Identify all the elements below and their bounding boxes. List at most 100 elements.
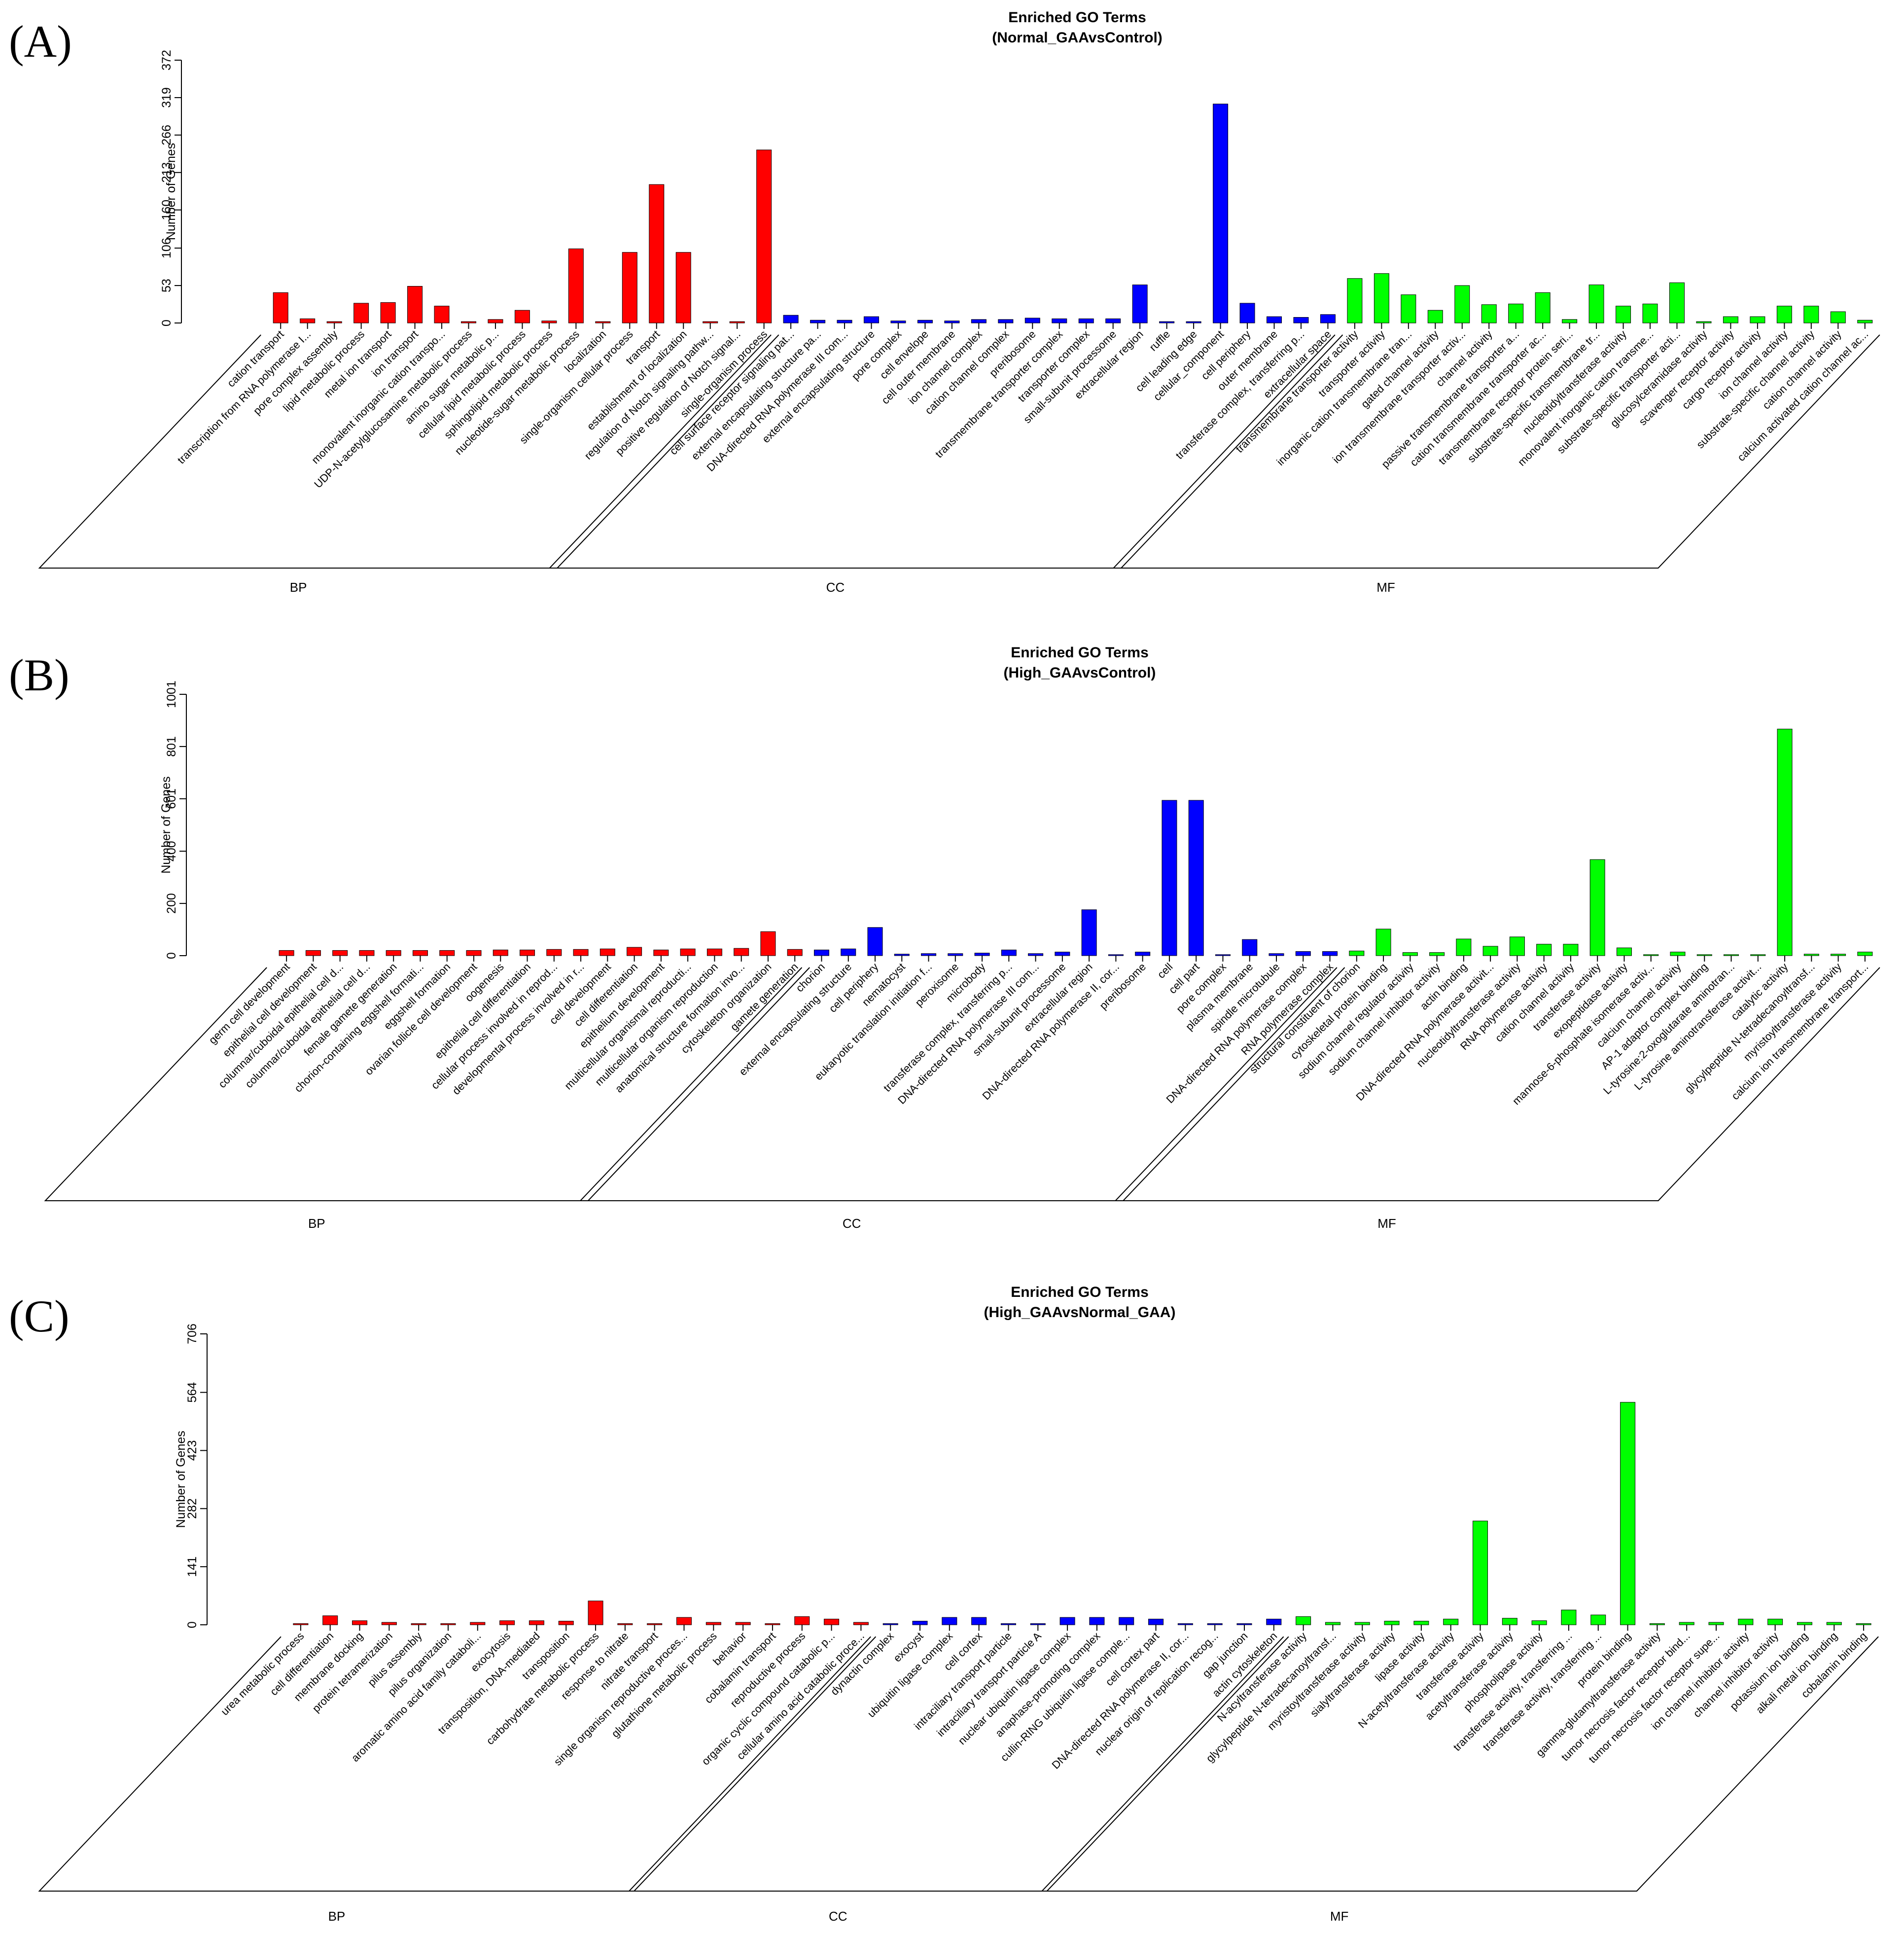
bar-bp <box>386 950 401 956</box>
bar-mf <box>1708 1622 1724 1625</box>
y-tick-label: 282 <box>185 1498 199 1519</box>
bar-cc <box>971 1617 987 1625</box>
bar-bp <box>529 1620 544 1625</box>
y-tick-label: 0 <box>160 320 174 326</box>
bar-cc <box>1269 953 1284 956</box>
bar-mf <box>1803 954 1819 956</box>
group-label-bp: BP <box>328 1909 346 1924</box>
group-label-mf: MF <box>1376 580 1395 595</box>
bar-cc <box>894 954 910 956</box>
bar-cc <box>921 953 937 956</box>
bar-bp <box>824 1618 840 1625</box>
bar-bp <box>439 950 455 956</box>
bar-cc <box>1148 1618 1164 1625</box>
bar-cc <box>1322 951 1338 956</box>
bar-bp <box>359 950 375 956</box>
bar-mf <box>1482 946 1498 956</box>
bar-mf <box>1776 306 1792 323</box>
bar-mf <box>1562 319 1578 323</box>
bar-bp <box>653 949 669 956</box>
bar-cc <box>1242 939 1258 956</box>
bar-cc <box>1119 1617 1134 1625</box>
bar-cc <box>1052 318 1067 323</box>
y-tick-label: 141 <box>185 1556 199 1577</box>
bar-cc <box>841 948 856 956</box>
y-tick-label: 53 <box>160 279 174 292</box>
bar-mf <box>1454 285 1470 323</box>
bar-cc <box>813 949 829 956</box>
bar-bp <box>647 1623 663 1625</box>
bar-mf <box>1589 859 1605 956</box>
bar-cc <box>944 321 960 323</box>
bar-cc <box>1001 949 1017 956</box>
bar-cc <box>867 927 883 956</box>
group-label-bp: BP <box>290 580 307 595</box>
bar-cc <box>1213 104 1229 323</box>
bar-bp <box>293 1623 309 1625</box>
bar-bp <box>568 249 584 323</box>
bar-bp <box>599 948 615 956</box>
bar-mf <box>1669 282 1685 323</box>
bar-bp <box>514 310 530 323</box>
bar-mf <box>1738 1618 1754 1625</box>
bar-cc <box>890 321 906 323</box>
bar-bp <box>440 1623 456 1625</box>
bar-mf <box>1588 285 1604 323</box>
group-bracket-bp <box>38 1636 877 1892</box>
bar-cc <box>948 953 963 956</box>
bar-bp <box>649 184 665 323</box>
bar-mf <box>1777 728 1793 956</box>
bar-mf <box>1830 311 1846 323</box>
group-label-mf: MF <box>1330 1909 1349 1924</box>
bar-mf <box>1354 1622 1370 1625</box>
bar-cc <box>1159 321 1175 323</box>
bar-mf <box>1563 944 1579 956</box>
bar-mf <box>1536 944 1552 956</box>
bar-mf <box>1616 306 1631 323</box>
bar-bp <box>680 948 696 956</box>
y-tick-label: 601 <box>165 788 178 809</box>
bar-cc <box>1207 1623 1223 1625</box>
bar-cc <box>1081 909 1097 956</box>
bar-cc <box>864 316 879 323</box>
y-tick-label: 801 <box>165 736 178 757</box>
bar-bp <box>322 1615 338 1625</box>
bar-bp <box>558 1620 574 1625</box>
bar-cc <box>1215 954 1231 956</box>
bar-bp <box>703 321 718 323</box>
bar-mf <box>1456 938 1472 956</box>
bar-bp <box>734 948 749 956</box>
bar-cc <box>882 1623 898 1625</box>
bar-bp <box>461 321 476 323</box>
bar-cc <box>1000 1623 1016 1625</box>
bar-bp <box>595 321 611 323</box>
bar-mf <box>1413 1620 1429 1625</box>
bar-bp <box>794 1616 810 1625</box>
chart-title-b: Enriched GO Terms <box>1011 644 1149 661</box>
bar-bp <box>573 949 589 956</box>
bar-cc <box>1028 953 1044 956</box>
bar-mf <box>1750 316 1765 323</box>
panel-c: (C) Enriched GO Terms (High_GAAvsNormal_GA… <box>0 1272 1904 1933</box>
chart-subtitle-c: (High_GAAvsNormal_GAA) <box>984 1304 1176 1321</box>
chart-b: (B) Enriched GO Terms (High_GAAvsControl) 0… <box>9 644 1880 1231</box>
y-axis-label-c: Number of Genes <box>174 1431 188 1528</box>
group-bracket-mf <box>1114 967 1880 1201</box>
bar-bp <box>588 1601 603 1625</box>
bar-bp <box>326 321 342 323</box>
group-label-bp: BP <box>308 1216 325 1231</box>
group-bracket-bp <box>38 334 779 569</box>
y-tick-label: 106 <box>160 238 174 258</box>
bar-bp <box>735 1622 751 1625</box>
bar-mf <box>1401 294 1416 323</box>
y-tick-label: 319 <box>160 87 174 108</box>
bar-cc <box>1078 318 1094 323</box>
bar-mf <box>1857 952 1873 956</box>
bar-mf <box>1375 929 1391 956</box>
bar-mf <box>1831 954 1846 956</box>
bar-bp <box>411 1623 426 1625</box>
group-bracket-mf <box>1112 334 1880 569</box>
bar-bp <box>305 950 321 956</box>
bar-bp <box>352 1620 368 1625</box>
group-bracket-bp <box>44 967 810 1201</box>
